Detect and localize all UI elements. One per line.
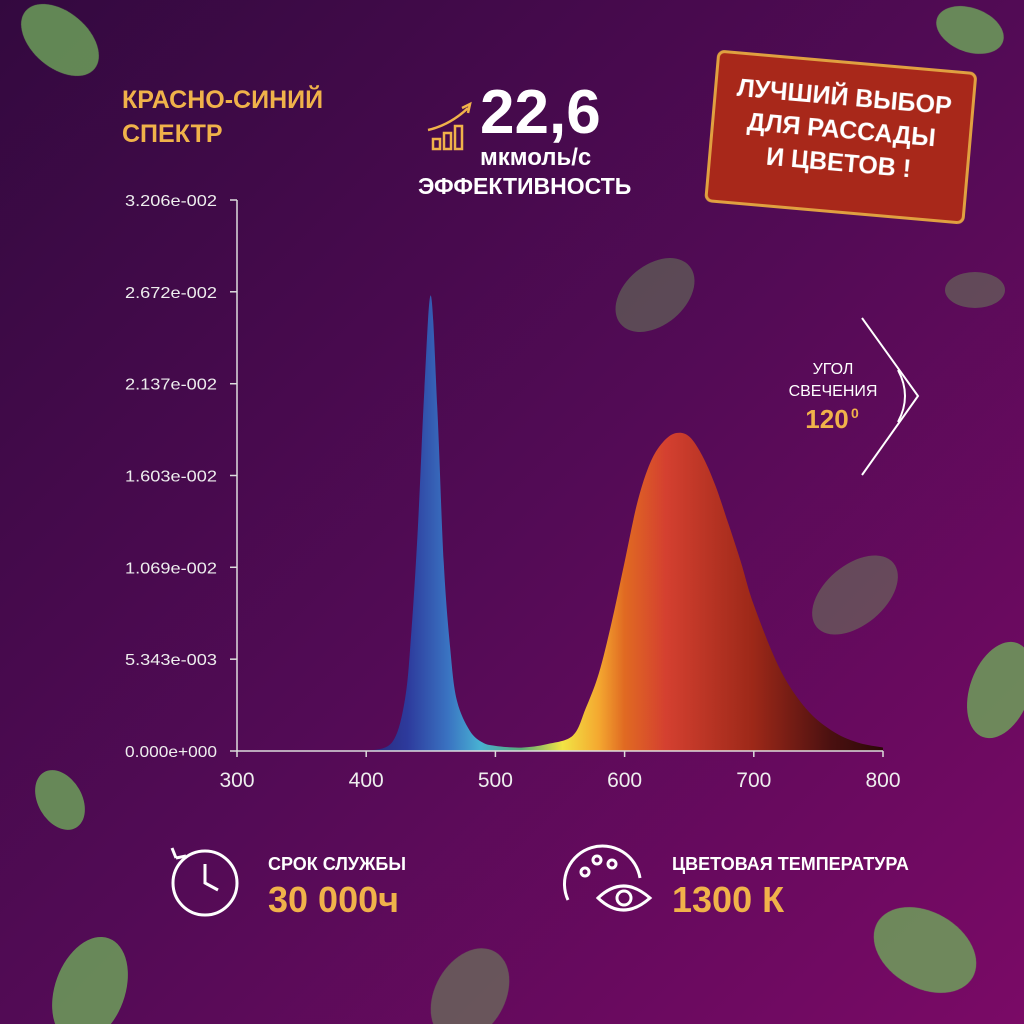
y-tick-label: 3.206e-002 (125, 193, 217, 210)
y-tick-label: 2.672e-002 (125, 285, 217, 302)
x-tick-label: 800 (865, 769, 900, 792)
efficiency-icon (427, 101, 472, 151)
chart: 0.000e+000 5.343e-003 1.069e-002 1.603e-002… (125, 193, 901, 792)
x-tick-label: 300 (219, 769, 254, 792)
angle-label: СВЕЧЕНИЯ (789, 383, 878, 400)
efficiency-unit: мкмоль/с (480, 144, 591, 171)
y-tick-label: 1.069e-002 (125, 560, 217, 577)
efficiency-value: 22,6 (480, 78, 601, 147)
x-tick-label: 600 (607, 769, 642, 792)
header: КРАСНО-СИНИЙ СПЕКТР (122, 84, 323, 148)
angle-icon (861, 317, 920, 476)
angle-unit: 0 (851, 405, 859, 421)
lifetime-value: 30 000ч (268, 879, 399, 920)
y-tick-label: 1.603e-002 (125, 469, 217, 486)
efficiency-label: ЭФФЕКТИВНОСТЬ (418, 173, 631, 199)
y-tick-label: 5.343e-003 (125, 652, 217, 669)
lifetime-label: СРОК СЛУЖБЫ (268, 854, 406, 874)
x-tick-label: 400 (349, 769, 384, 792)
spectrum-area (366, 295, 883, 751)
x-tick-label: 500 (478, 769, 513, 792)
color-temp-value: 1300 К (672, 879, 785, 920)
color-temp-icon (563, 844, 653, 912)
lifetime-icon (170, 847, 239, 917)
badge: ЛУЧШИЙ ВЫБОР ДЛЯ РАССАДЫ И ЦВЕТОВ ! (704, 50, 977, 225)
color-temp-label: ЦВЕТОВАЯ ТЕМПЕРАТУРА (672, 854, 909, 874)
x-tick-label: 700 (736, 769, 771, 792)
title-line: КРАСНО-СИНИЙ (122, 84, 323, 114)
y-tick-label: 0.000e+000 (125, 744, 217, 761)
angle-label: УГОЛ (813, 361, 854, 378)
angle-value: 120 (805, 404, 848, 434)
y-tick-label: 2.137e-002 (125, 377, 217, 394)
title-line: СПЕКТР (122, 120, 223, 148)
leaves (21, 3, 1024, 1029)
